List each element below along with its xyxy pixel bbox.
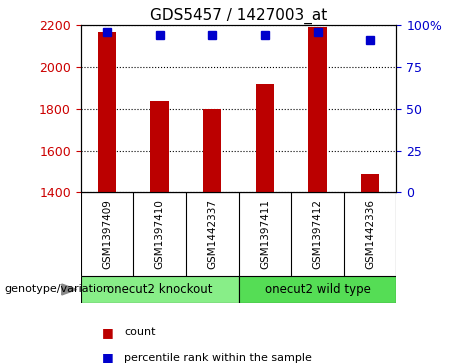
Text: genotype/variation: genotype/variation <box>5 285 111 294</box>
Text: GSM1397409: GSM1397409 <box>102 199 112 269</box>
Bar <box>361 174 379 192</box>
Text: count: count <box>124 327 156 337</box>
Text: GSM1397411: GSM1397411 <box>260 199 270 269</box>
Bar <box>308 28 327 192</box>
Text: GSM1397412: GSM1397412 <box>313 199 323 269</box>
Text: percentile rank within the sample: percentile rank within the sample <box>124 352 313 363</box>
Text: onecut2 knockout: onecut2 knockout <box>107 283 213 296</box>
Text: GSM1442337: GSM1442337 <box>207 199 217 269</box>
Polygon shape <box>62 284 77 295</box>
Bar <box>81 276 239 303</box>
Text: ■: ■ <box>101 351 113 363</box>
Text: ■: ■ <box>101 326 113 339</box>
Bar <box>203 109 221 192</box>
Title: GDS5457 / 1427003_at: GDS5457 / 1427003_at <box>150 8 327 24</box>
Bar <box>239 276 396 303</box>
Bar <box>98 32 116 192</box>
Bar <box>256 84 274 192</box>
Bar <box>150 101 169 192</box>
Text: GSM1442336: GSM1442336 <box>365 199 375 269</box>
Text: onecut2 wild type: onecut2 wild type <box>265 283 371 296</box>
Text: GSM1397410: GSM1397410 <box>154 199 165 269</box>
